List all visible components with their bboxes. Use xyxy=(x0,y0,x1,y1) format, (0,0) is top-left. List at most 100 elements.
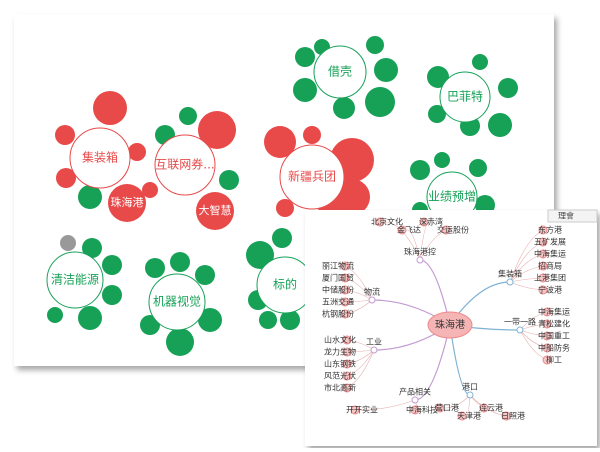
branch-node[interactable] xyxy=(416,256,424,264)
leaf-dot xyxy=(538,261,548,271)
leaf-dot xyxy=(501,411,511,421)
cluster-center[interactable] xyxy=(154,134,216,196)
cluster-center[interactable] xyxy=(46,251,104,309)
leaf-label: 连云港 xyxy=(479,403,503,413)
branch-line xyxy=(414,324,451,401)
leaf-label: 五矿发展 xyxy=(534,237,566,247)
leaf-label: 中国重工 xyxy=(538,331,570,341)
bubble xyxy=(195,265,215,285)
bubble xyxy=(246,241,274,269)
bubble xyxy=(219,170,239,190)
leaf-label: 龙力生物 xyxy=(324,347,356,357)
leaf-label: 日照港 xyxy=(501,411,525,421)
branch-node[interactable] xyxy=(466,391,474,399)
bubble xyxy=(78,306,102,330)
leaf-dot xyxy=(457,411,467,421)
leaf-dot xyxy=(542,307,552,317)
bubble xyxy=(488,113,512,137)
cluster-label: 业绩预增 xyxy=(428,190,476,204)
leaf-label: 金飞达 xyxy=(397,225,421,235)
center-label: 珠海港 xyxy=(435,318,465,331)
branch-node[interactable] xyxy=(368,296,376,304)
bubble xyxy=(374,58,398,82)
tab[interactable] xyxy=(547,209,598,223)
leaf-dot xyxy=(342,371,352,381)
cluster-center[interactable] xyxy=(313,45,367,99)
branch-label: 工业 xyxy=(366,337,382,347)
leaf-label: 五洲交通 xyxy=(322,297,354,307)
branch-label: 集装箱 xyxy=(498,269,522,279)
leaf-label: 交运股份 xyxy=(437,225,469,235)
leaf-label: 东方港 xyxy=(538,225,562,235)
bubble xyxy=(145,258,165,278)
branch-node[interactable] xyxy=(506,278,514,286)
leaf-label: 中储股份 xyxy=(322,285,354,295)
bubble xyxy=(428,105,446,123)
branch-node[interactable] xyxy=(370,346,378,354)
cluster: 新疆兵团 xyxy=(264,126,374,224)
bubble xyxy=(93,91,127,125)
cluster-label: 借壳 xyxy=(328,65,352,79)
bubble xyxy=(303,126,321,144)
leaf-dot xyxy=(542,331,552,341)
leaf-dot xyxy=(397,225,407,235)
center-node[interactable] xyxy=(427,311,473,339)
leaf-label: 开开实业 xyxy=(346,405,378,415)
leaf-label: 中海科技 xyxy=(406,405,438,415)
bubble xyxy=(295,47,315,67)
bubble xyxy=(276,199,294,217)
leaf-label: 宁波港 xyxy=(538,285,562,295)
cluster-center[interactable] xyxy=(279,144,345,210)
leaf-label: 厦门国贸 xyxy=(322,273,354,283)
leaf-dot xyxy=(342,359,352,369)
cluster-label: 新疆兵团 xyxy=(288,169,336,184)
leaf-dot xyxy=(542,355,552,365)
bubble xyxy=(198,308,222,332)
leaf-dot xyxy=(340,273,350,283)
tag-label: 珠海港 xyxy=(111,195,144,209)
cluster-label: 清洁能源 xyxy=(51,273,99,287)
bubble xyxy=(498,78,518,98)
leaf-label: 北京文化 xyxy=(371,217,403,227)
branch-label: 一带一路 xyxy=(504,317,536,327)
bubble xyxy=(264,126,296,158)
leaf-label: 市北高新 xyxy=(324,383,356,393)
leaf-label: 山水文化 xyxy=(324,335,356,345)
leaf-label: 上港集团 xyxy=(534,273,566,283)
leaf-dot xyxy=(340,309,350,319)
branch-node[interactable] xyxy=(411,396,419,404)
branch-label: 珠海港控 xyxy=(404,247,436,257)
leaf-dot xyxy=(542,343,552,353)
cluster-center[interactable] xyxy=(439,71,491,123)
leaf-label: 风范光伏 xyxy=(324,371,356,381)
branch-node[interactable] xyxy=(516,326,524,334)
tag-label: 大智慧 xyxy=(199,203,232,217)
cluster: 巴菲特 xyxy=(427,54,518,137)
leaf-dot xyxy=(342,383,352,393)
branch-label: 产品相关 xyxy=(399,387,431,397)
leaf-label: 招商局 xyxy=(538,261,562,271)
bubble xyxy=(60,235,76,251)
leaf-dot xyxy=(340,261,350,271)
leaf-label: 青松建化 xyxy=(538,319,570,329)
leaf-dot xyxy=(538,225,548,235)
branch-label: 物流 xyxy=(364,287,380,297)
leaf-dot xyxy=(435,403,445,413)
bubble xyxy=(280,310,300,330)
leaf-dot xyxy=(441,225,451,235)
leaf-label: 中船防务 xyxy=(538,343,570,353)
bubble xyxy=(366,36,384,54)
bubble xyxy=(179,107,197,125)
cluster-center[interactable] xyxy=(148,273,206,331)
leaf-dot xyxy=(542,319,552,329)
bubble xyxy=(166,328,194,356)
bubble xyxy=(142,182,158,198)
cluster-center[interactable] xyxy=(69,127,131,189)
leaf-label: 柳工 xyxy=(546,355,562,365)
bubble xyxy=(333,97,355,119)
leaf-label: 天津港 xyxy=(457,411,481,421)
bubble xyxy=(293,78,317,102)
